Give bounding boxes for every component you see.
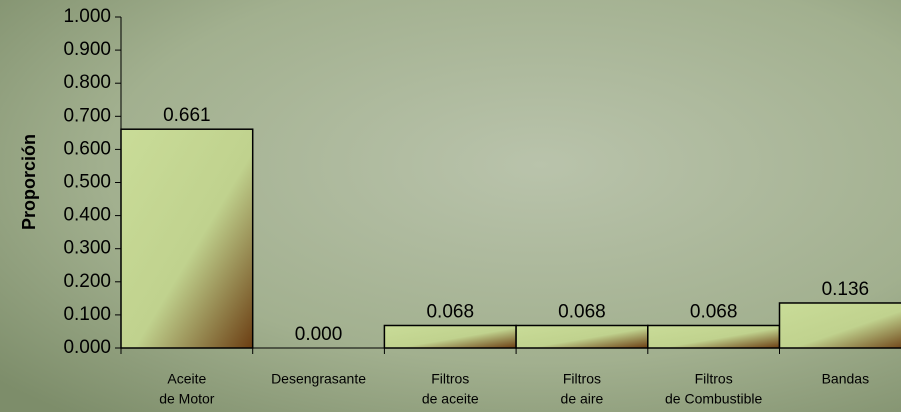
y-axis-label: Proporción [19, 134, 39, 230]
x-tick-label: Filtros [563, 371, 601, 387]
x-tick-label: Aceite [167, 371, 206, 387]
x-tick-label: Desengrasante [271, 371, 366, 387]
x-tick-label: Filtros [431, 371, 469, 387]
value-label: 0.068 [426, 302, 474, 323]
bar [120, 128, 254, 349]
value-label: 0.068 [690, 302, 738, 323]
x-tick-label: de Combustible [665, 391, 762, 407]
bar [647, 324, 781, 349]
x-tick-label: Filtros [695, 371, 733, 387]
y-tick-label: 0.300 [63, 238, 111, 259]
value-label: 0.661 [163, 105, 211, 126]
value-label: 0.136 [822, 279, 870, 300]
y-tick-label: 0.000 [63, 337, 111, 358]
x-tick-label: Bandas [822, 371, 869, 387]
y-tick-label: 0.200 [63, 271, 111, 292]
value-label: 0.068 [558, 302, 606, 323]
x-tick-label: de Motor [159, 391, 215, 407]
value-label: 0.000 [295, 324, 343, 345]
bar [778, 302, 901, 349]
y-tick-label: 0.700 [63, 105, 111, 126]
x-tick-label: de aceite [422, 391, 479, 407]
y-tick-label: 1.000 [63, 6, 111, 27]
bar [515, 324, 649, 349]
bar [383, 324, 517, 349]
y-tick-label: 0.600 [63, 138, 111, 159]
y-tick-label: 0.800 [63, 72, 111, 93]
y-tick-label: 0.900 [63, 39, 111, 60]
y-tick-label: 0.100 [63, 304, 111, 325]
x-tick-label: de aire [561, 391, 604, 407]
y-tick-label: 0.400 [63, 205, 111, 226]
y-tick-label: 0.500 [63, 172, 111, 193]
